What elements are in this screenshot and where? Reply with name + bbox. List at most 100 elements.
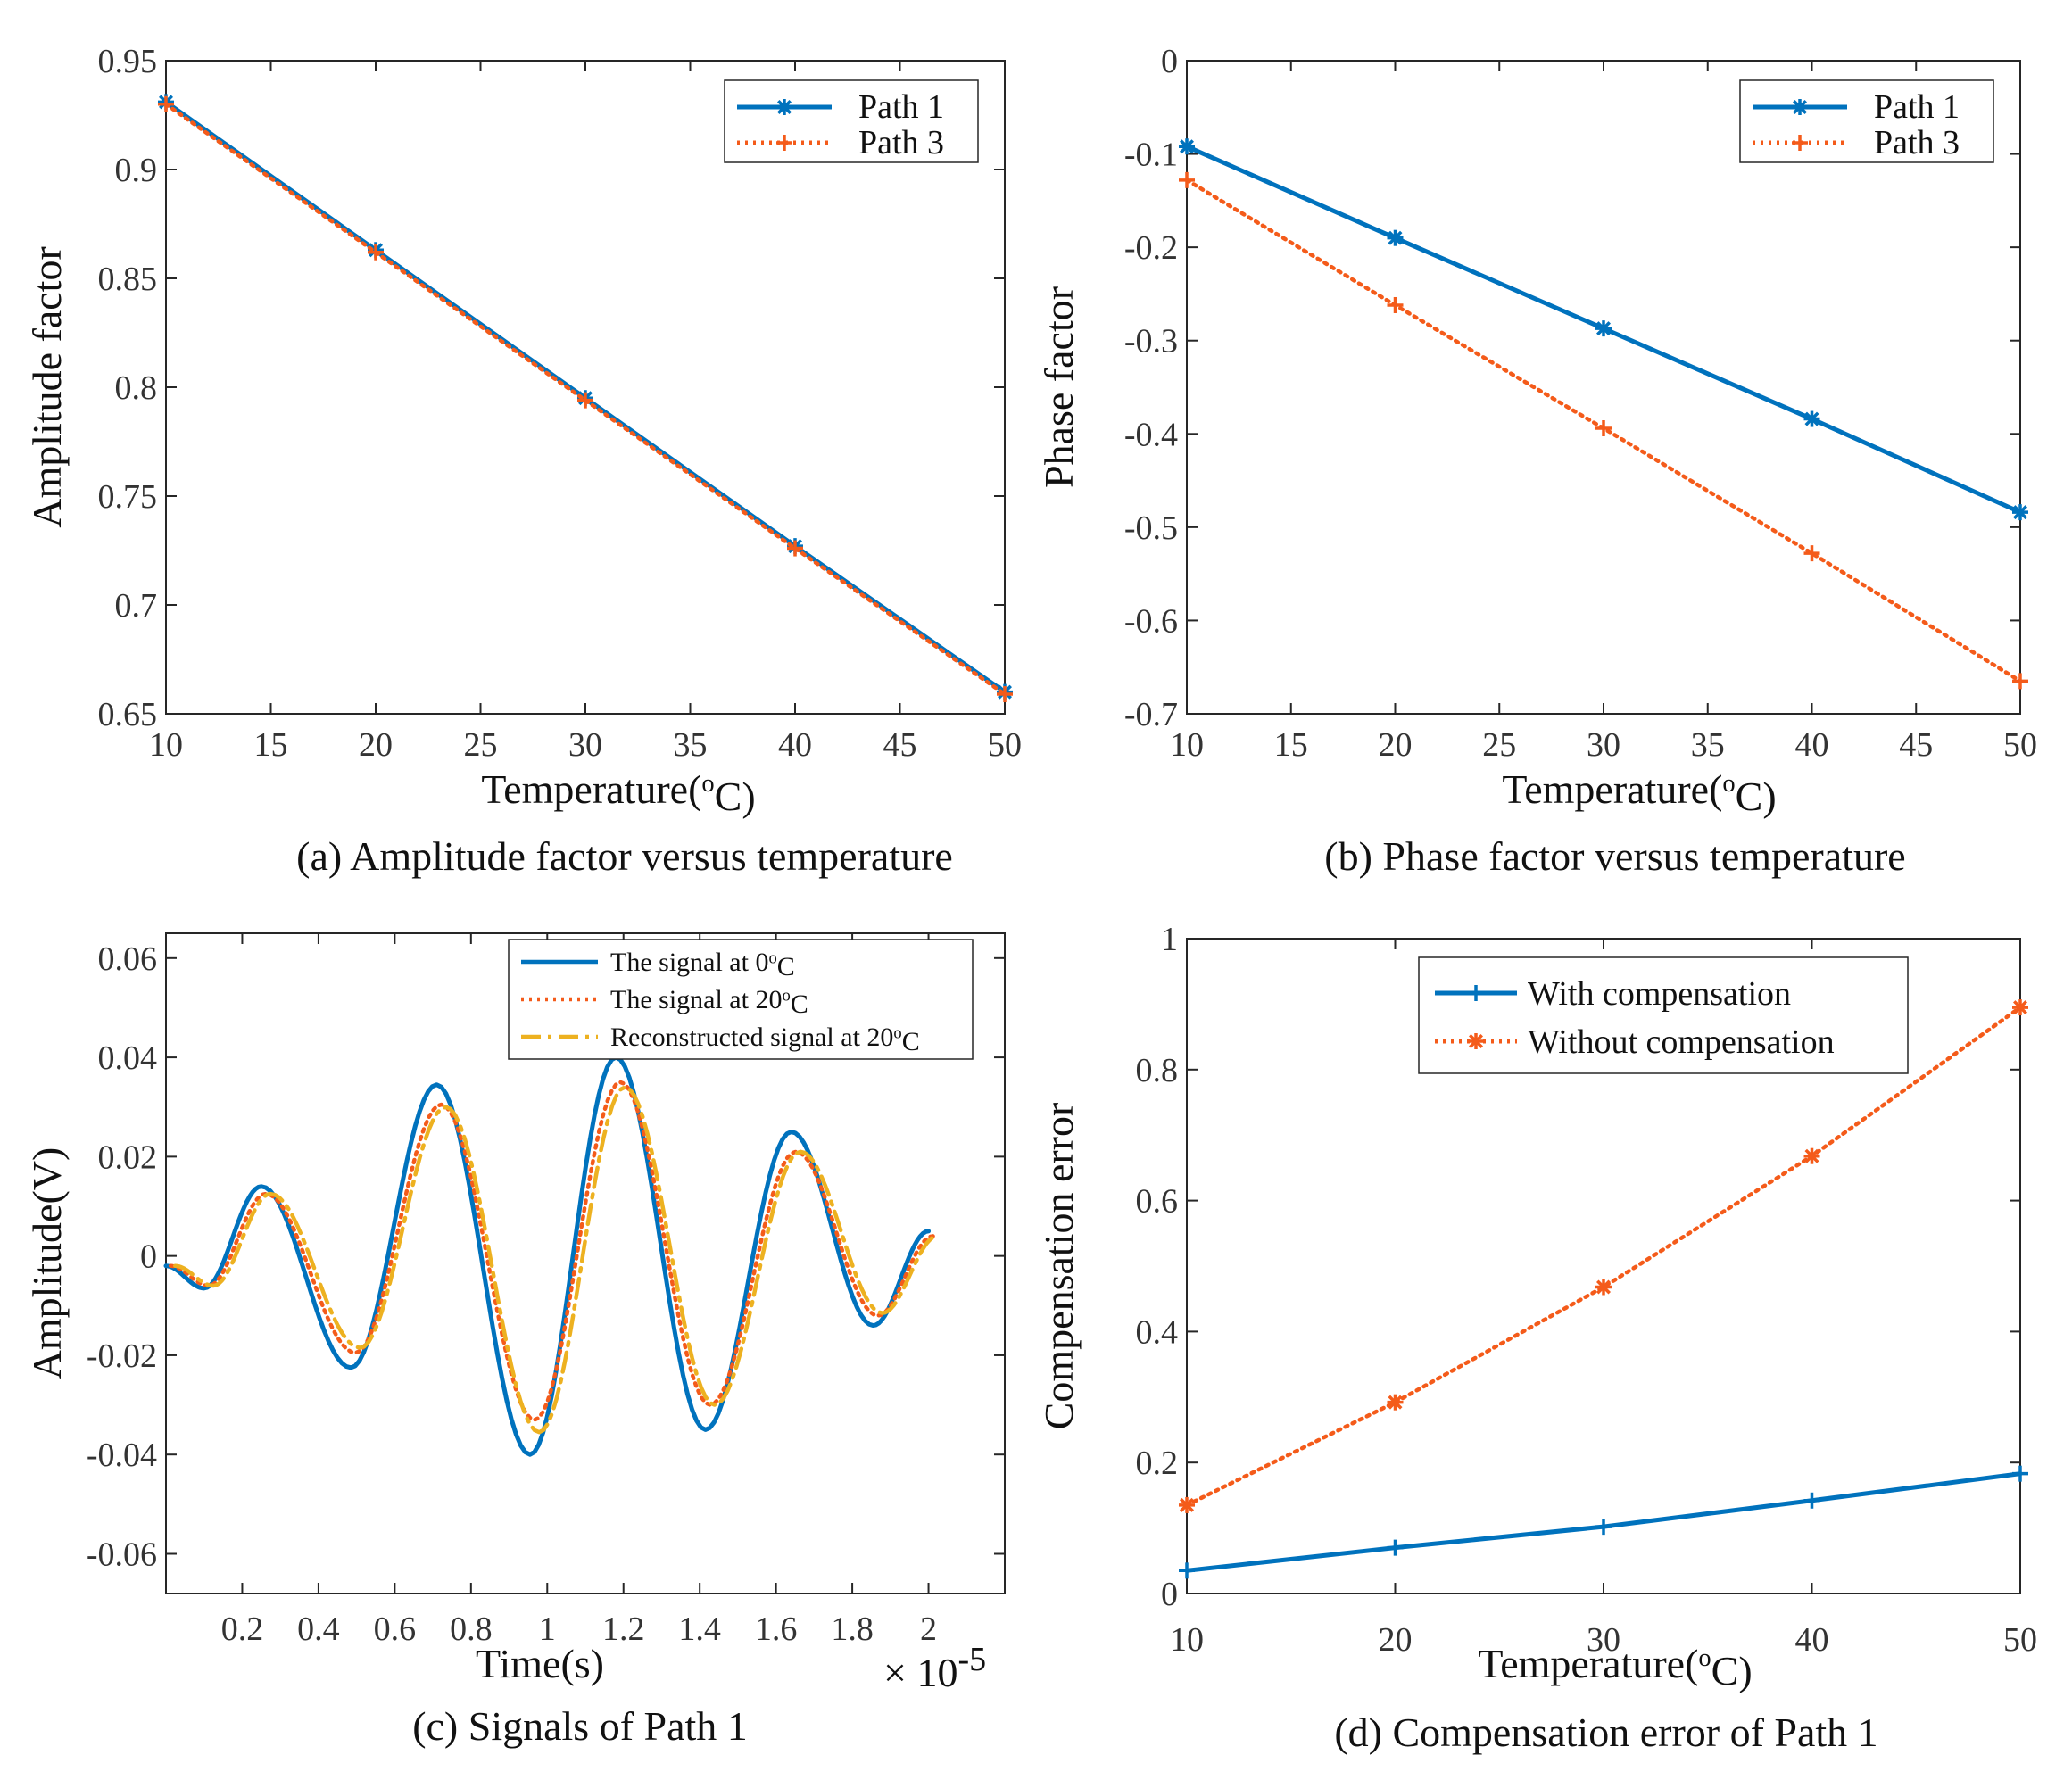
x-tick-label: 2: [920, 1610, 937, 1648]
y-tick-label: 0.95: [98, 43, 158, 80]
data-point: [2012, 504, 2028, 521]
y-tick-label: 0.8: [1136, 1052, 1179, 1089]
legend-label: Path 3: [858, 124, 944, 161]
panel-a: 10 15 20 25 30 35 40 45 50 0.65 0.7 0.75 0.8 0.85 0.9 0…: [24, 43, 1022, 879]
y-tick-label: -0.06: [87, 1536, 157, 1573]
y-tick-label: 0.4: [1136, 1313, 1179, 1351]
y-axis-label: Compensation error: [1036, 1103, 1082, 1430]
x-axis-label: Time(s): [476, 1641, 604, 1686]
y-tick-label: -0.02: [87, 1337, 157, 1375]
legend-label: Path 1: [858, 88, 944, 126]
legend-box: [1739, 79, 1994, 163]
y-axis-label: Amplitude(V): [24, 1147, 70, 1380]
legend-label: The signal at 0oC: [610, 948, 795, 981]
x-tick-label: 1.6: [755, 1610, 798, 1648]
x-tick-label: 1.8: [831, 1610, 874, 1648]
legend-marker: [1468, 985, 1484, 1001]
data-point: [1387, 1539, 1404, 1556]
data-point: [2012, 673, 2028, 690]
x-tick-label: 0.8: [450, 1610, 493, 1648]
legend: With compensation Without compensation: [1418, 956, 1909, 1074]
x-tick-label: 1.4: [678, 1610, 721, 1648]
x-tick-label: 1: [539, 1610, 556, 1648]
legend-box: [724, 79, 979, 163]
x-axis-label: Temperature(oC): [1502, 766, 1776, 819]
data-point: [1595, 1279, 1612, 1296]
y-tick-label: 0.8: [115, 369, 158, 407]
data-point: [1387, 1394, 1404, 1411]
y-tick-label: -0.1: [1124, 137, 1178, 174]
x-tick-label: 25: [464, 726, 498, 764]
x-tick-label: 50: [2003, 1621, 2037, 1659]
x-tick-label: 10: [1170, 1621, 1204, 1659]
y-tick-label: 0: [1161, 43, 1178, 80]
data-point: [1803, 1147, 1820, 1164]
y-tick-label: 0.2: [1136, 1445, 1179, 1482]
x-tick-label: 20: [359, 726, 393, 764]
data-point: [1387, 296, 1404, 313]
series-line-2: [1184, 1005, 2023, 1508]
y-tick-label: 0: [140, 1238, 157, 1276]
panel-caption: (d) Compensation error of Path 1: [1334, 1710, 1877, 1755]
series-line-1: [163, 1055, 932, 1457]
data-point: [1595, 320, 1612, 337]
series-line-2: [168, 1080, 935, 1422]
data-point: [1595, 1519, 1612, 1536]
legend-marker: [776, 135, 792, 151]
x-tick-label: 45: [1899, 726, 1933, 764]
panel-b: 10 15 20 25 30 35 40 45 50 -0.7 -0.6 -0.5 -0.4 -0.3 -0…: [1036, 43, 2037, 879]
y-tick-label: -0.6: [1124, 602, 1178, 640]
y-tick-label: 0.7: [115, 587, 158, 625]
x-tick-label: 30: [568, 726, 602, 764]
x-tick-label: 50: [2003, 726, 2037, 764]
x-tick-label: 25: [1482, 726, 1516, 764]
data-point: [1179, 1496, 1195, 1513]
legend-label: Path 1: [1874, 88, 1960, 126]
x-tick-label: 50: [988, 726, 1022, 764]
x-tick-label: 40: [1795, 1621, 1829, 1659]
y-tick-label: 1: [1161, 921, 1178, 958]
y-tick-label: -0.7: [1124, 696, 1178, 733]
y-tick-label: 0.6: [1136, 1183, 1179, 1221]
legend-label: Reconstructed signal at 20oC: [610, 1022, 920, 1056]
x-tick-label: 0.2: [221, 1610, 264, 1648]
y-tick-label: 0.06: [98, 940, 158, 978]
y-tick-label: 0.04: [98, 1039, 158, 1077]
x-axis-label: Temperature(oC): [481, 766, 755, 819]
data-point: [368, 244, 384, 261]
legend-box: [1418, 956, 1909, 1074]
y-tick-label: 0.85: [98, 261, 158, 298]
legend-label: Path 3: [1874, 124, 1960, 161]
x-tick-label: 30: [1587, 1621, 1620, 1659]
x-tick-label: 15: [1274, 726, 1308, 764]
x-tick-label: 45: [883, 726, 917, 764]
legend-label: With compensation: [1528, 975, 1791, 1013]
y-tick-label: -0.04: [87, 1436, 157, 1474]
legend-marker: [1792, 99, 1808, 115]
y-tick-label: -0.4: [1124, 416, 1178, 453]
data-point: [1803, 1492, 1820, 1509]
x-tick-label: 20: [1379, 726, 1413, 764]
y-tick-label: 0.65: [98, 696, 158, 733]
x-tick-label: 1.2: [602, 1610, 645, 1648]
y-tick-label: 0.75: [98, 478, 158, 516]
legend-marker: [776, 99, 792, 115]
data-point: [1803, 545, 1820, 562]
data-point: [158, 95, 174, 112]
legend-marker: [1792, 135, 1808, 151]
legend-marker: [1468, 1033, 1484, 1049]
x-tick-label: 15: [254, 726, 288, 764]
x-tick-label: 40: [778, 726, 812, 764]
data-point: [1595, 420, 1612, 437]
y-tick-label: -0.2: [1124, 229, 1178, 267]
data-point: [787, 540, 803, 557]
x-tick-label: 20: [1379, 1621, 1413, 1659]
panel-caption: (c) Signals of Path 1: [412, 1703, 748, 1749]
legend: The signal at 0oC The signal at 20oCRecon…: [508, 939, 974, 1060]
data-point: [2012, 1465, 2028, 1482]
y-tick-label: -0.5: [1124, 509, 1178, 547]
panel-caption: (b) Phase factor versus temperature: [1324, 833, 1905, 879]
x-tick-label: 0.4: [297, 1610, 340, 1648]
